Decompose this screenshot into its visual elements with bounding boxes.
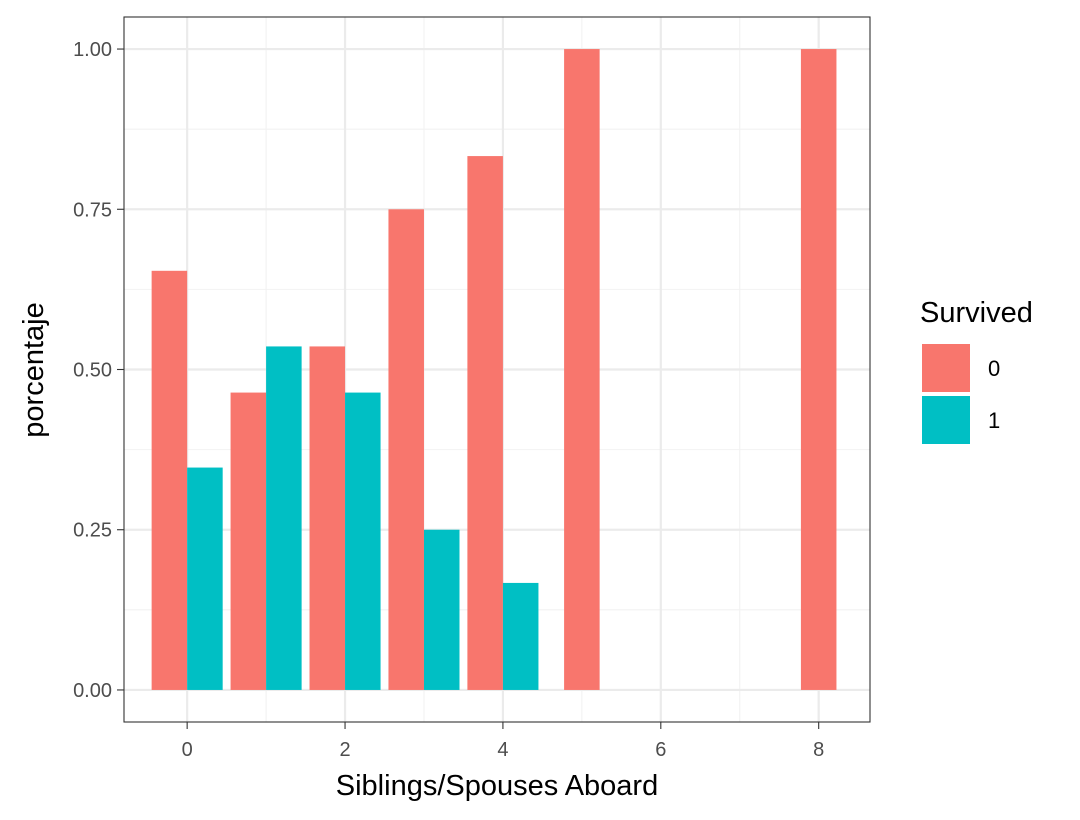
y-tick-label: 1.00: [73, 39, 112, 61]
legend-title: Survived: [920, 297, 1033, 329]
bar-survived-1-sibsp-2: [345, 392, 381, 690]
bar-survived-0-sibsp-5: [564, 49, 600, 690]
y-tick-label: 0.00: [73, 680, 112, 702]
legend: Survived 0 1: [920, 297, 1033, 444]
bar-survived-1-sibsp-1: [266, 346, 302, 690]
legend-key-0: [922, 344, 970, 392]
bar-survived-1-sibsp-0: [187, 467, 223, 690]
y-axis-title: porcentaje: [18, 302, 50, 437]
bar-survived-0-sibsp-8: [800, 49, 837, 690]
bar-survived-1-sibsp-3: [423, 529, 460, 690]
bar-survived-0-sibsp-2: [309, 346, 346, 690]
y-tick-label: 0.25: [73, 520, 112, 542]
x-tick-label: 4: [497, 739, 508, 761]
x-axis: 0 2 4 6 8: [182, 722, 824, 761]
y-tick-label: 0.50: [73, 360, 112, 382]
x-axis-title: Siblings/Spouses Aboard: [336, 770, 658, 802]
y-axis: 0.00 0.25 0.50 0.75 1.00: [73, 39, 124, 702]
bar-survived-1-sibsp-4: [502, 582, 539, 690]
legend-label-0: 0: [988, 356, 1000, 381]
bar-survived-0-sibsp-0: [151, 270, 188, 690]
bar-survived-0-sibsp-1: [230, 392, 267, 690]
x-tick-label: 0: [182, 739, 193, 761]
x-tick-label: 8: [813, 739, 824, 761]
legend-key-1: [922, 396, 970, 444]
legend-label-1: 1: [988, 408, 1000, 433]
bars: [151, 49, 837, 690]
y-tick-label: 0.75: [73, 199, 112, 221]
x-tick-label: 6: [655, 739, 666, 761]
x-tick-label: 2: [339, 739, 350, 761]
bar-survived-0-sibsp-4: [467, 156, 503, 690]
bar-survived-0-sibsp-3: [388, 209, 424, 690]
